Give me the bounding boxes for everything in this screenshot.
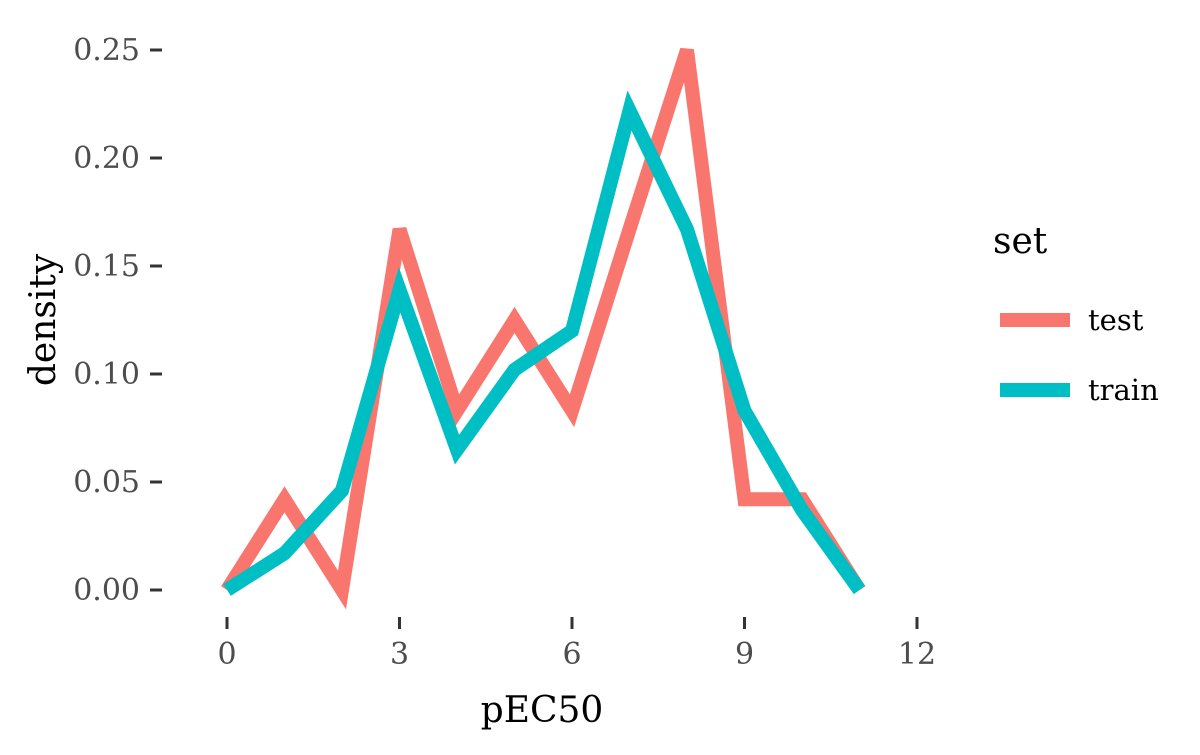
series-layer <box>221 47 866 610</box>
y-tick-label: 0.25 <box>73 33 140 68</box>
y-tick-label: 0.05 <box>73 465 140 500</box>
x-tick-label: 9 <box>735 637 754 672</box>
x-tick-label: 6 <box>562 637 581 672</box>
y-axis-title: density <box>23 253 64 386</box>
y-tick-label: 0.15 <box>73 249 140 284</box>
x-tick-label: 0 <box>217 637 236 672</box>
y-tick-label: 0.20 <box>73 141 140 176</box>
x-tick-label: 12 <box>898 637 936 672</box>
legend-title: set <box>993 221 1048 262</box>
series-line-train <box>223 90 866 596</box>
x-tick-label: 3 <box>390 637 409 672</box>
series-line-test <box>221 47 866 610</box>
y-tick-label: 0.00 <box>73 573 140 608</box>
x-axis-title: pEC50 <box>481 690 604 731</box>
y-tick-label: 0.10 <box>73 357 140 392</box>
legend-label-test: test <box>1088 303 1144 337</box>
y-axis: 0.00 0.05 0.10 0.15 0.20 0.25 <box>73 33 162 608</box>
legend: set test train <box>993 221 1159 407</box>
legend-label-train: train <box>1088 373 1159 407</box>
x-axis: 0 3 6 9 12 <box>217 617 936 672</box>
